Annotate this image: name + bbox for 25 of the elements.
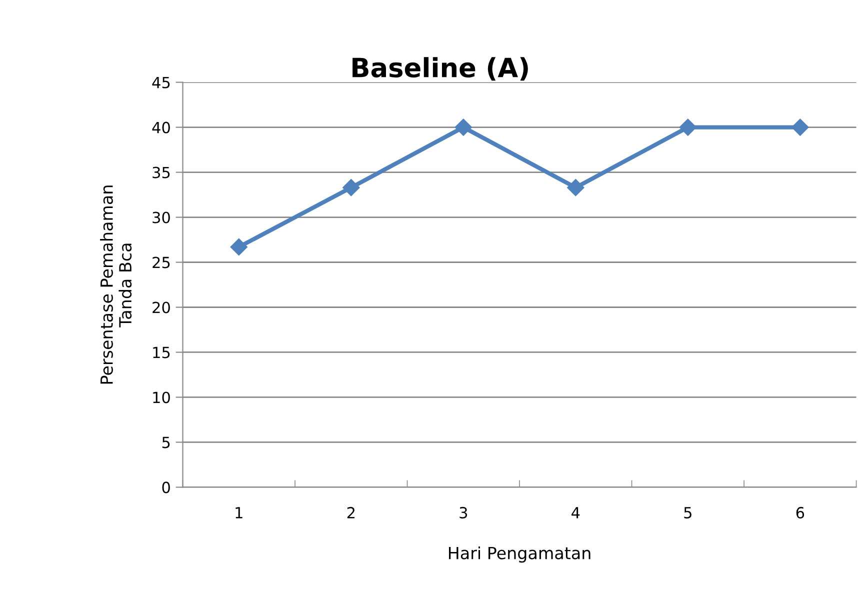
x-tick-label: 1 [236,507,242,518]
x-tick-label: 6 [796,506,804,518]
y-tick-label: 45 [152,76,170,88]
point [454,118,472,136]
y-tick-label: 35 [152,166,170,178]
x-tick-label: 2 [347,506,354,518]
point [230,238,248,256]
y-tick-label: 10 [153,392,170,404]
y-tick-label: 40 [152,122,170,134]
y-axis-title: Persentase Pemahaman Tanda Bca [100,186,132,384]
y-tick-label: 0 [162,482,170,494]
point [792,118,809,136]
x-tick-label: 5 [684,507,692,518]
x-axis-title: Hari Pengamatan [448,546,590,563]
x-tick-label: 4 [572,507,580,518]
point [342,179,360,196]
point [679,118,696,136]
y-tick-label: 15 [153,346,170,358]
y-tick-label: 25 [152,256,170,268]
chart-title: Baseline (A) [352,57,528,81]
y-tick-label: 30 [152,212,170,224]
x-tick-label: 3 [460,506,468,518]
y-tick-label: 20 [152,302,170,314]
y-tick-label: 5 [162,436,170,448]
point [567,179,584,196]
